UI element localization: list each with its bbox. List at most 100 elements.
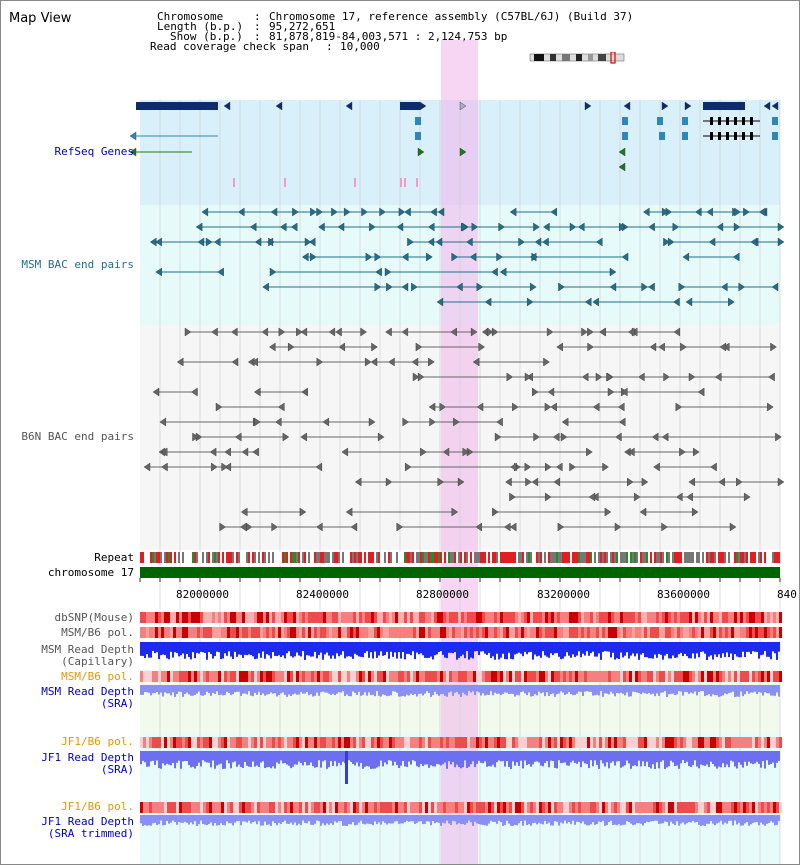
jf1-trim-depth [650, 815, 652, 822]
repeat-mark [662, 552, 664, 563]
msm-capillary-depth [424, 642, 426, 658]
polymorphism-cell [740, 671, 743, 682]
jf1-trim-depth [518, 815, 520, 824]
polymorphism-cell [374, 627, 377, 638]
repeat-mark [742, 552, 744, 563]
chromosome-ideogram[interactable] [528, 52, 628, 64]
jf1-sra-depth [718, 751, 720, 767]
repeat-mark [254, 552, 256, 563]
msm-sra-depth [204, 685, 206, 695]
msm-capillary-depth [196, 642, 198, 653]
msm-sra-depth [740, 685, 742, 692]
polymorphism-cell [413, 671, 416, 682]
msm-sra-depth [400, 685, 402, 697]
jf1-trim-depth [436, 815, 438, 823]
repeat-mark [446, 552, 448, 563]
refseq-genes-label[interactable]: RefSeq Genes [54, 145, 134, 158]
jf1-trim-depth [540, 815, 542, 824]
polymorphism-cell [503, 671, 506, 682]
polymorphism-cell [266, 802, 269, 813]
polymorphism-cell [614, 671, 617, 682]
b6n-bac-pair-end [316, 357, 324, 367]
jf1-trim-depth [524, 815, 526, 821]
polymorphism-cell [473, 671, 476, 682]
polymorphism-cell [464, 737, 467, 748]
jf1-trim-depth [740, 815, 742, 826]
msm-bac-pair-end [682, 252, 690, 262]
polymorphism-cell [719, 671, 722, 682]
jf1-sra-depth [472, 751, 474, 762]
polymorphism-cell [338, 671, 341, 682]
polymorphism-cell [308, 802, 311, 813]
polymorphism-cell [698, 671, 701, 682]
polymorphism-cell [704, 627, 707, 638]
jf1-sra-depth [762, 751, 764, 762]
b6n-bac-label[interactable]: B6N BAC end pairs [21, 430, 134, 443]
polymorphism-cell [260, 612, 263, 623]
jf1-sra-depth [764, 751, 766, 769]
msm-sra-depth [462, 685, 464, 693]
msm-capillary-depth [466, 642, 468, 652]
jf1-trim-depth [770, 815, 772, 822]
repeat-mark [414, 552, 416, 563]
polymorphism-cell [683, 627, 686, 638]
msm-sra-depth [594, 685, 596, 696]
polymorphism-cell [470, 737, 473, 748]
msm-bac-pair-end [308, 237, 316, 247]
repeat-mark [392, 552, 394, 563]
jf1-sra-depth [390, 751, 392, 761]
jf1-trim-depth [510, 815, 512, 826]
jf1-sra-depth [674, 751, 676, 767]
msm-capillary-depth [218, 642, 220, 653]
msm-bac-label[interactable]: MSM BAC end pairs [21, 258, 134, 271]
msm-capillary-depth [656, 642, 658, 658]
jf1-sra-depth [288, 751, 290, 766]
msm-capillary-depth [420, 642, 422, 654]
polymorphism-cell [203, 671, 206, 682]
polymorphism-cell [221, 671, 224, 682]
msm-sra-depth [576, 685, 578, 694]
jf1-trim-depth [228, 815, 230, 824]
msm-capillary-depth [142, 642, 144, 656]
msm-sra-depth [704, 685, 706, 697]
polymorphism-cell [365, 671, 368, 682]
msm-capillary-depth [708, 642, 710, 657]
jf1-sra-depth [620, 751, 622, 768]
msm-capillary-depth [598, 642, 600, 654]
polymorphism-cell [623, 802, 626, 813]
polymorphism-cell [380, 612, 383, 623]
polymorphism-cell [194, 612, 197, 623]
jf1-sra-depth [696, 751, 698, 767]
polymorphism-cell [629, 802, 632, 813]
polymorphism-cell [689, 737, 692, 748]
msm-capillary-depth [310, 642, 312, 657]
repeat-mark [614, 552, 616, 563]
jf1-sra-depth [218, 751, 220, 765]
msm-capillary-depth [648, 642, 650, 659]
jf1-sra-depth [286, 751, 288, 765]
jf1-sra-depth [494, 751, 496, 768]
polymorphism-cell [602, 671, 605, 682]
jf1-trim-depth [660, 815, 662, 824]
jf1-trim-depth [702, 815, 704, 826]
polymorphism-cell [245, 612, 248, 623]
repeat-mark [664, 552, 666, 563]
polymorphism-cell [494, 737, 497, 748]
msm-capillary-depth [518, 642, 520, 653]
jf1-trim-depth [246, 815, 248, 823]
jf1-trim-depth [290, 815, 292, 823]
jf1-sra-depth [564, 751, 566, 763]
polymorphism-cell [518, 612, 521, 623]
jf1-trim-depth [676, 815, 678, 822]
jf1-sra-depth [314, 751, 316, 768]
b6n-bac-pair-end [621, 387, 628, 397]
polymorphism-cell [521, 671, 524, 682]
polymorphism-cell [335, 737, 338, 748]
msm-sra-depth [610, 685, 612, 692]
jf1-sra-depth [148, 751, 150, 767]
jf1-trim-depth [578, 815, 580, 823]
msm-capillary-depth [360, 642, 362, 657]
msm-capillary-depth [398, 642, 400, 653]
polymorphism-cell [455, 612, 458, 623]
polymorphism-cell [533, 671, 536, 682]
